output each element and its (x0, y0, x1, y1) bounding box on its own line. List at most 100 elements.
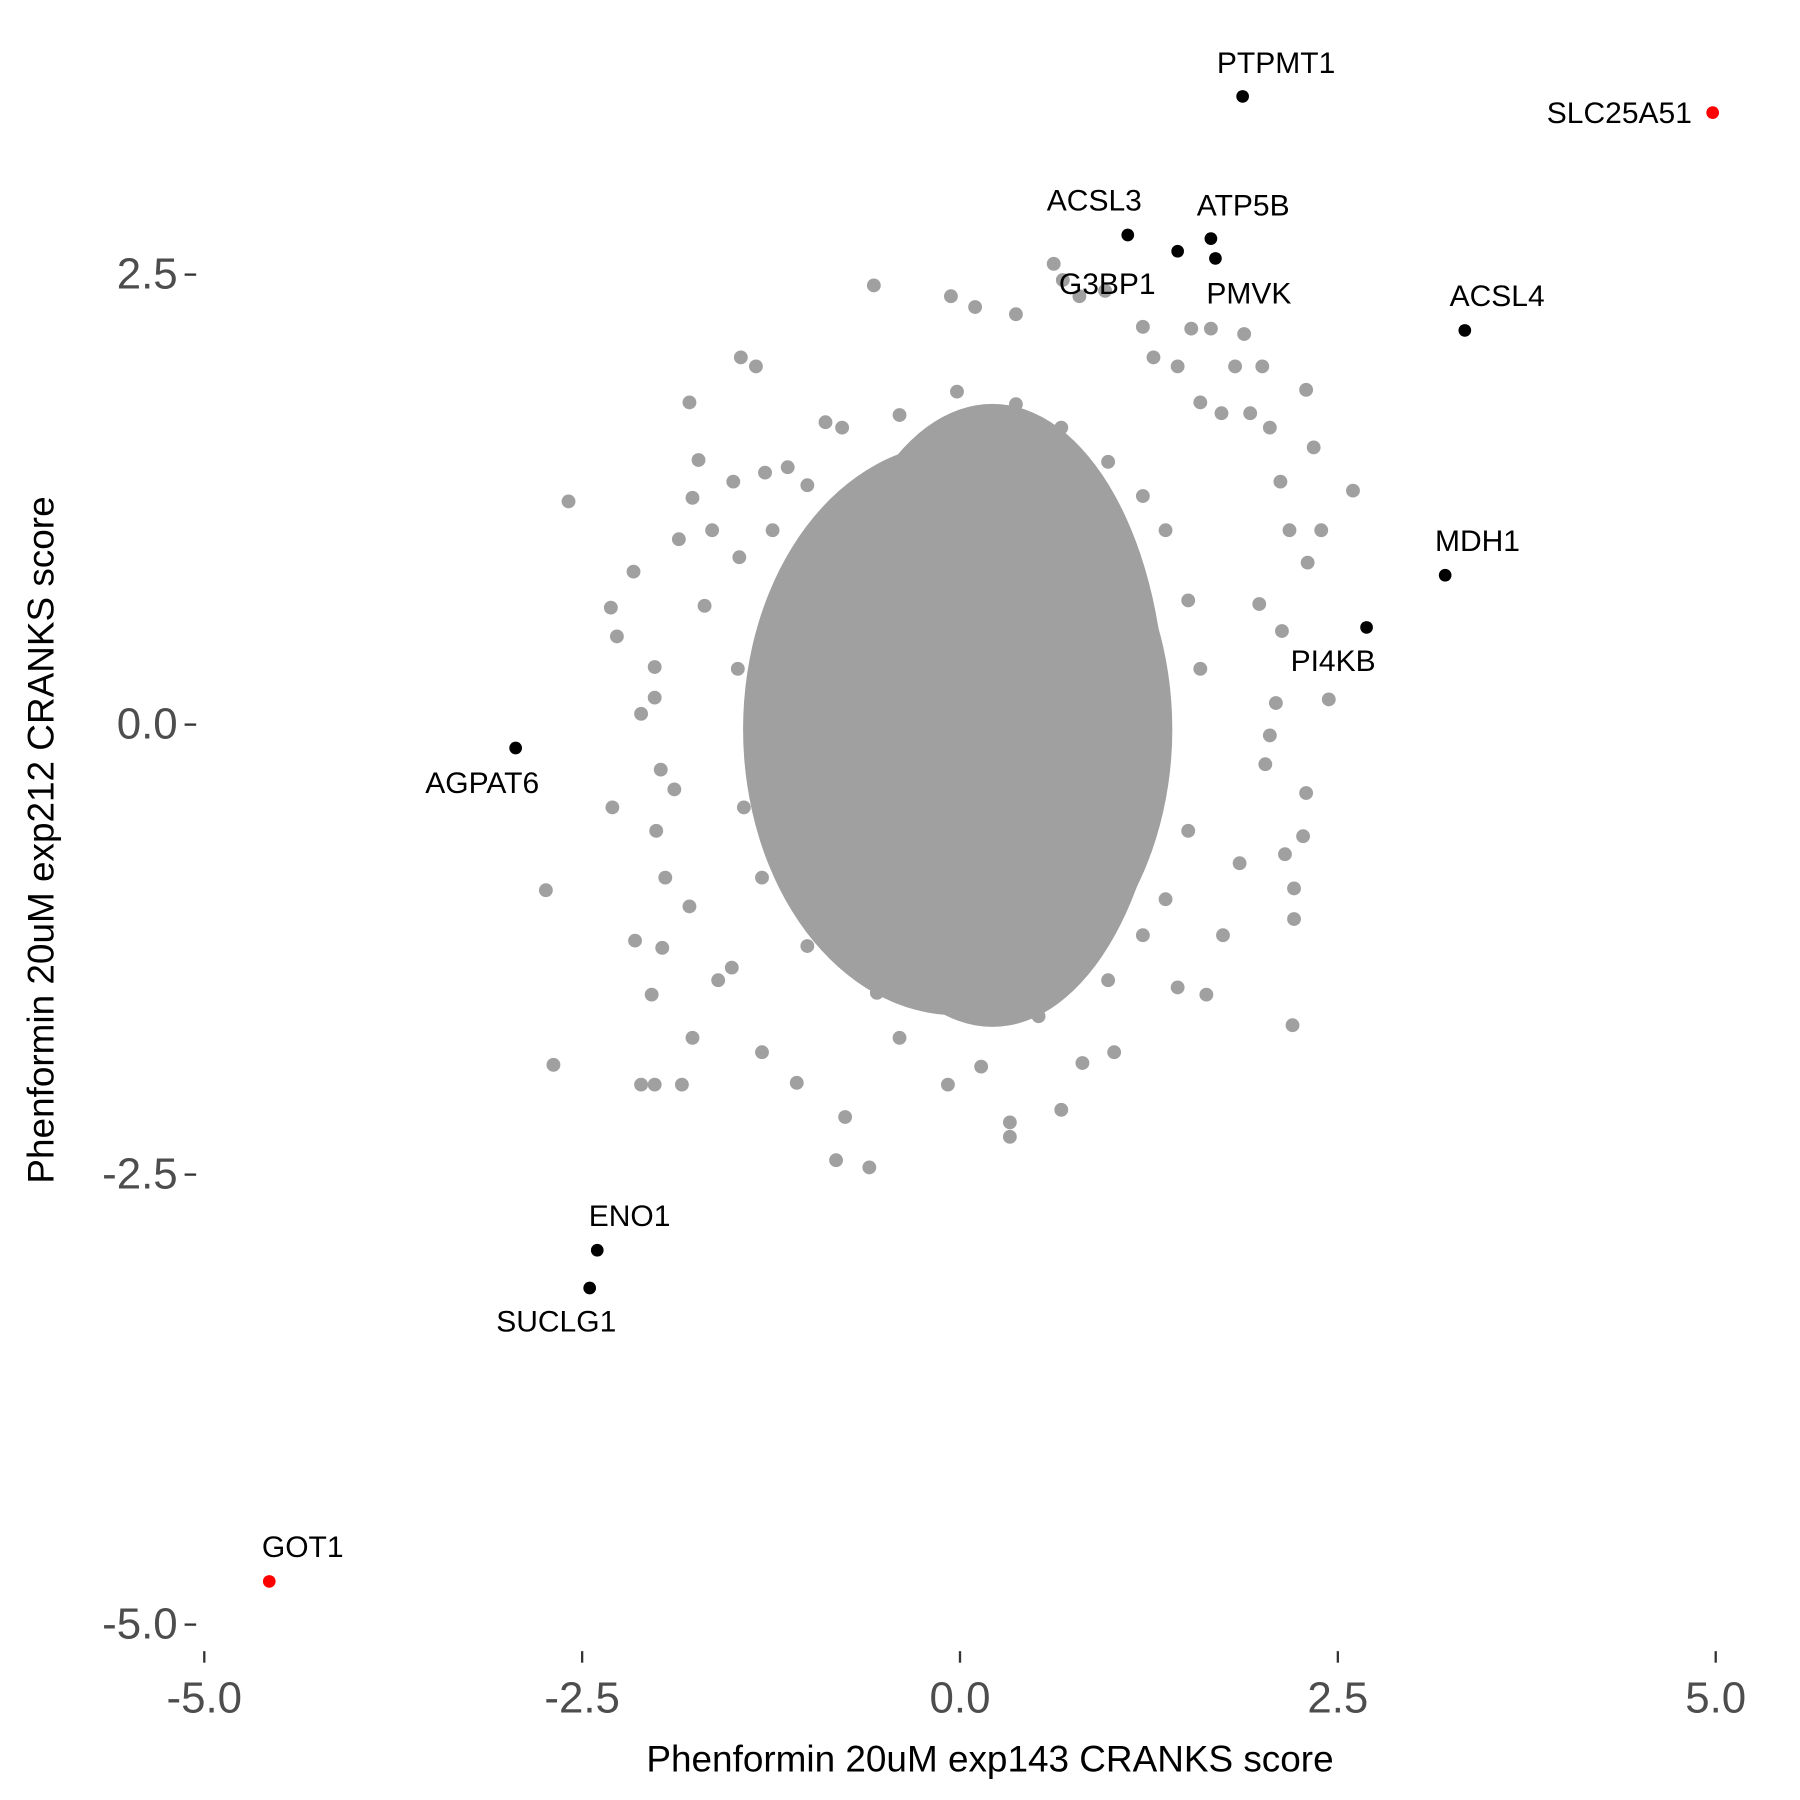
point (1152, 685, 1167, 700)
point (968, 300, 983, 314)
point (829, 1153, 843, 1168)
point (647, 1077, 662, 1092)
point (626, 564, 641, 579)
point (634, 1077, 649, 1092)
dense-cloud (819, 403, 1166, 1027)
point (647, 660, 662, 674)
point (1135, 319, 1150, 334)
point (1262, 420, 1277, 435)
point (1216, 928, 1230, 943)
point (1031, 1009, 1046, 1024)
point (1008, 397, 1023, 412)
point (1072, 289, 1087, 304)
x-tick-label: 2.5 (1307, 1673, 1368, 1722)
point (1268, 696, 1283, 710)
point (1107, 1045, 1122, 1060)
point (1158, 523, 1173, 538)
point (1170, 359, 1185, 374)
point-label: PMVK (1206, 277, 1291, 310)
point (944, 289, 958, 304)
point (1098, 283, 1113, 298)
point-label: G3BP1 (1059, 268, 1156, 301)
point (1002, 1129, 1017, 1144)
x-axis-title: Phenformin 20uM exp143 CRANKS score (646, 1739, 1333, 1780)
point-label: MDH1 (1435, 525, 1520, 558)
point (1101, 454, 1116, 469)
point (667, 782, 682, 797)
point (1209, 252, 1222, 265)
point (1135, 489, 1150, 503)
point (691, 453, 706, 467)
point (1055, 273, 1070, 287)
point (1228, 359, 1243, 374)
point (609, 629, 624, 644)
point (561, 494, 576, 509)
point (674, 1077, 689, 1092)
point (1101, 973, 1116, 988)
point (1203, 321, 1218, 336)
point (1438, 568, 1452, 582)
point (974, 1059, 989, 1074)
point (1306, 440, 1321, 455)
point (1243, 406, 1258, 421)
point (1170, 980, 1185, 995)
point (1252, 597, 1267, 611)
point (1184, 321, 1199, 336)
point (1321, 692, 1336, 707)
point-label: GOT1 (262, 1531, 344, 1564)
point (835, 420, 850, 435)
y-tick-label: -5.0 (102, 1600, 178, 1649)
point (1458, 324, 1472, 337)
point (800, 939, 815, 953)
point (685, 490, 700, 505)
point (685, 1030, 700, 1045)
point (749, 359, 763, 374)
point (1296, 829, 1311, 844)
point (724, 960, 739, 975)
point (730, 661, 745, 676)
point (682, 899, 697, 914)
point (869, 985, 884, 1000)
point (590, 1243, 604, 1257)
point (605, 800, 620, 815)
point (1002, 1115, 1017, 1130)
point (758, 465, 772, 480)
point (1046, 256, 1061, 271)
point (1706, 106, 1720, 119)
point (838, 1110, 853, 1124)
point-label: ENO1 (589, 1200, 671, 1233)
point (733, 350, 748, 365)
point (1299, 382, 1314, 397)
point (546, 1057, 561, 1072)
point (1255, 359, 1270, 374)
point (892, 408, 907, 422)
point (682, 395, 697, 410)
point-label: PI4KB (1291, 645, 1376, 678)
point (1181, 823, 1196, 838)
point (1258, 757, 1273, 772)
point (1360, 621, 1373, 634)
point (583, 1281, 597, 1295)
point (1146, 350, 1161, 365)
point (1008, 307, 1023, 322)
point-label: ATP5B (1197, 189, 1290, 222)
point (940, 1077, 955, 1092)
point (765, 523, 780, 538)
point (653, 762, 668, 777)
point (603, 600, 618, 615)
point (1232, 856, 1247, 871)
point (1193, 661, 1208, 676)
point (1135, 928, 1150, 943)
point (1158, 892, 1173, 907)
point (1199, 987, 1214, 1002)
point (509, 741, 522, 755)
x-tick-label: -2.5 (544, 1673, 620, 1722)
point (1146, 777, 1161, 791)
point (1300, 555, 1315, 570)
point-label: ACSL3 (1047, 185, 1142, 218)
point (538, 883, 553, 898)
point (634, 706, 649, 721)
point (732, 550, 747, 565)
point (892, 1030, 907, 1045)
